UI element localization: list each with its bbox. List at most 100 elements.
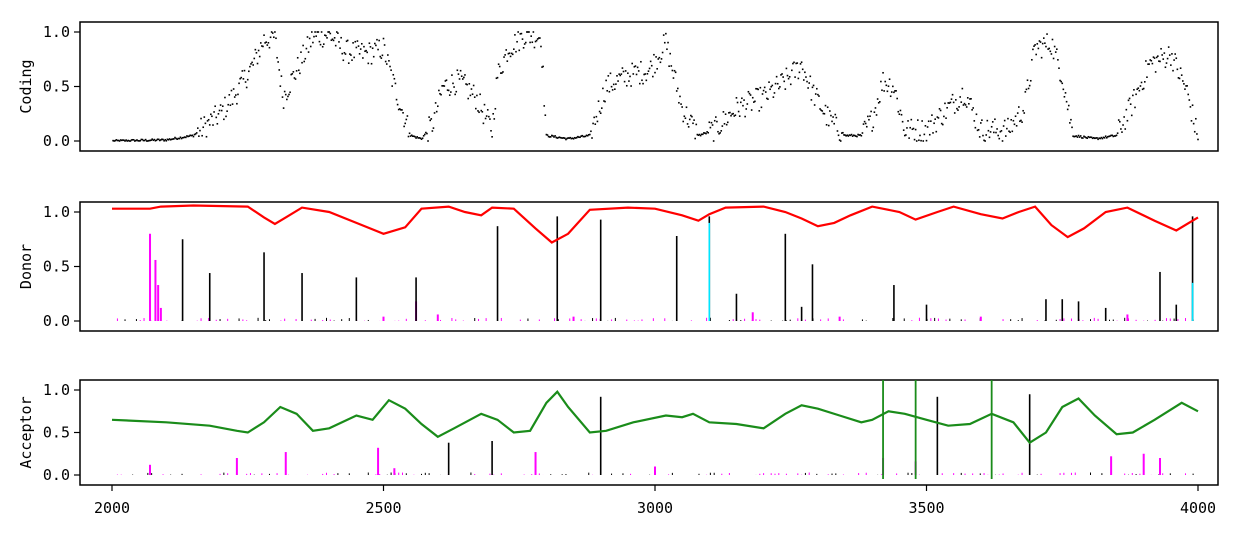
data-point bbox=[181, 136, 184, 139]
data-point bbox=[433, 112, 436, 114]
data-point bbox=[810, 99, 813, 101]
data-point bbox=[1094, 137, 1096, 140]
data-point bbox=[261, 45, 263, 47]
data-point bbox=[781, 73, 783, 75]
data-point bbox=[522, 47, 525, 49]
data-point bbox=[712, 140, 715, 142]
data-point bbox=[620, 73, 623, 75]
data-point bbox=[647, 70, 650, 72]
data-point bbox=[1152, 56, 1155, 58]
data-point bbox=[147, 140, 149, 142]
data-point bbox=[330, 39, 333, 42]
data-point bbox=[332, 39, 335, 42]
data-point bbox=[190, 134, 193, 137]
data-point bbox=[948, 102, 951, 104]
data-point bbox=[897, 110, 900, 113]
data-point bbox=[1171, 53, 1173, 55]
data-point bbox=[447, 89, 450, 92]
data-point bbox=[1193, 130, 1196, 133]
data-point bbox=[900, 113, 903, 116]
data-point bbox=[152, 139, 155, 142]
data-point bbox=[821, 110, 824, 112]
data-point bbox=[282, 107, 285, 109]
data-point bbox=[458, 78, 461, 80]
data-point bbox=[658, 56, 661, 59]
data-point bbox=[838, 139, 841, 141]
data-point bbox=[1143, 81, 1146, 83]
data-point bbox=[1165, 62, 1168, 64]
data-point bbox=[774, 82, 777, 85]
data-point bbox=[863, 120, 866, 123]
data-point bbox=[155, 139, 158, 142]
data-point bbox=[598, 110, 601, 113]
data-point bbox=[589, 133, 591, 136]
data-point bbox=[577, 135, 579, 138]
data-point bbox=[793, 61, 795, 64]
data-point bbox=[1115, 134, 1118, 137]
data-point bbox=[341, 52, 344, 55]
data-point bbox=[481, 111, 484, 113]
data-point bbox=[999, 130, 1002, 133]
data-point bbox=[745, 108, 748, 110]
data-point bbox=[926, 126, 929, 128]
data-point bbox=[292, 71, 295, 73]
data-point bbox=[873, 111, 876, 113]
data-point bbox=[775, 75, 778, 78]
data-point bbox=[440, 93, 442, 96]
data-point bbox=[532, 31, 535, 33]
data-point bbox=[364, 50, 366, 53]
data-point bbox=[394, 82, 397, 85]
x-tick-label: 4000 bbox=[1180, 499, 1216, 517]
data-point bbox=[137, 139, 139, 142]
data-point bbox=[431, 130, 434, 132]
data-point bbox=[808, 82, 811, 84]
data-point bbox=[420, 138, 423, 141]
data-point bbox=[117, 139, 120, 142]
data-point bbox=[220, 109, 223, 112]
data-point bbox=[806, 80, 808, 83]
data-point bbox=[768, 81, 770, 83]
data-point bbox=[657, 58, 660, 60]
data-point bbox=[526, 31, 528, 33]
x-tick-label: 3000 bbox=[637, 499, 673, 517]
data-point bbox=[681, 106, 683, 108]
data-point bbox=[1076, 136, 1079, 138]
data-point bbox=[1159, 60, 1161, 63]
data-point bbox=[529, 41, 531, 44]
data-point bbox=[435, 110, 438, 113]
data-point bbox=[555, 136, 557, 139]
data-point bbox=[338, 41, 340, 43]
data-point bbox=[195, 132, 198, 134]
data-point bbox=[200, 117, 202, 120]
data-point bbox=[546, 134, 549, 136]
data-point bbox=[835, 116, 838, 119]
data-point bbox=[453, 86, 455, 88]
data-point bbox=[179, 136, 182, 139]
data-point bbox=[471, 93, 474, 96]
data-point bbox=[274, 31, 276, 33]
data-point bbox=[869, 115, 871, 118]
data-point bbox=[1016, 112, 1019, 114]
data-point bbox=[1042, 37, 1045, 39]
data-point bbox=[1033, 45, 1035, 47]
data-point bbox=[562, 137, 565, 139]
data-point bbox=[755, 87, 757, 90]
data-point bbox=[303, 60, 306, 63]
data-point bbox=[505, 49, 508, 51]
data-point bbox=[1035, 53, 1037, 56]
data-point bbox=[673, 69, 676, 72]
data-point bbox=[1117, 119, 1120, 121]
data-point bbox=[854, 134, 856, 137]
data-point bbox=[313, 35, 315, 38]
data-point bbox=[995, 131, 997, 134]
data-point bbox=[223, 118, 225, 121]
data-point bbox=[414, 135, 416, 138]
data-point bbox=[143, 139, 146, 142]
data-point bbox=[157, 138, 160, 141]
data-point bbox=[820, 109, 822, 112]
data-point bbox=[786, 74, 789, 77]
data-point bbox=[544, 114, 547, 116]
data-point bbox=[119, 139, 122, 141]
data-point bbox=[596, 120, 599, 123]
data-point bbox=[931, 114, 933, 116]
